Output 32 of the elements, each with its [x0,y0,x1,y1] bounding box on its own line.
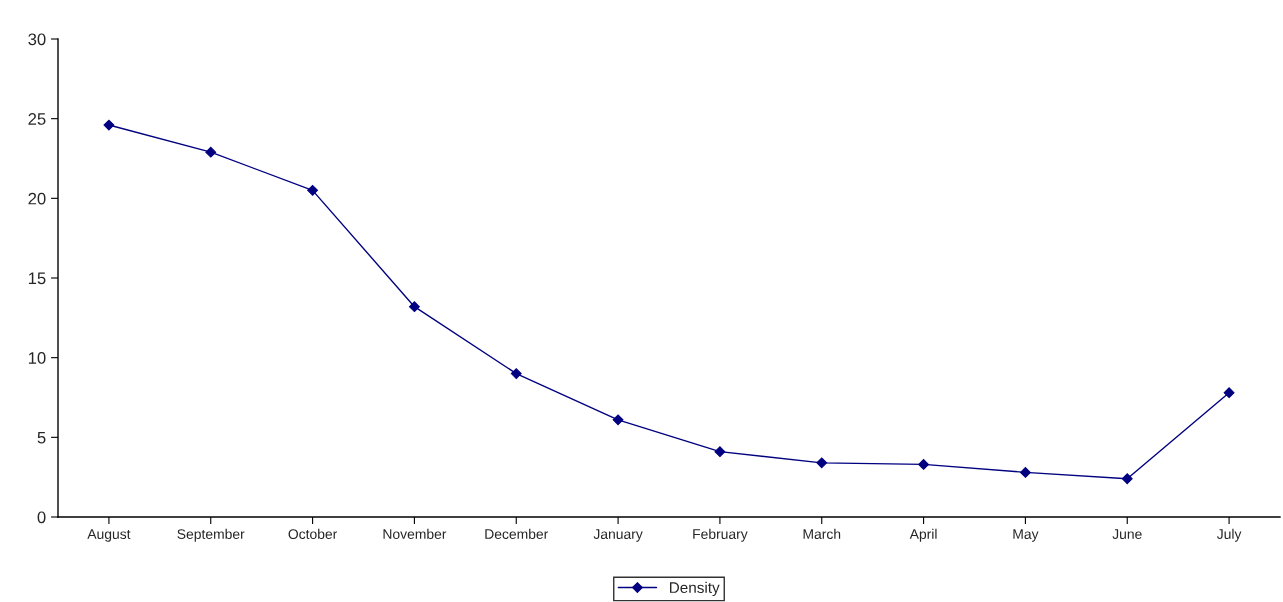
point [1121,473,1133,485]
point [408,301,420,313]
point [1223,387,1235,399]
point [307,184,319,196]
x-tick-label: April [909,528,937,542]
legend-label: Density [669,581,720,597]
x-tick-label: December [485,528,549,540]
y-tick-label: 20 [28,192,46,205]
y-tick-label: 30 [28,33,46,46]
x-tick-label: January [593,529,643,542]
x-tick-label: September [177,528,245,542]
point [918,458,930,470]
x-tick-label: February [693,528,748,542]
point [714,446,726,458]
x-tick-label: July [1216,528,1242,542]
y-tick-label: 25 [28,113,46,125]
point [510,368,522,380]
x-tick-label: August [87,529,131,542]
x-tick-label: May [1013,529,1039,542]
point [205,146,217,158]
y-tick-label: 5 [37,431,46,444]
x-tick-label: June [1112,529,1142,540]
x-tick-label: November [383,528,447,540]
point [103,119,115,131]
x-tick-label: March [803,528,841,540]
y-tick-label: 10 [28,352,46,364]
y-tick-label: 15 [28,272,46,285]
point [1019,466,1031,478]
point [816,457,828,469]
point [612,414,624,426]
y-tick-label: 0 [37,511,46,524]
x-tick-label: October [288,528,338,540]
